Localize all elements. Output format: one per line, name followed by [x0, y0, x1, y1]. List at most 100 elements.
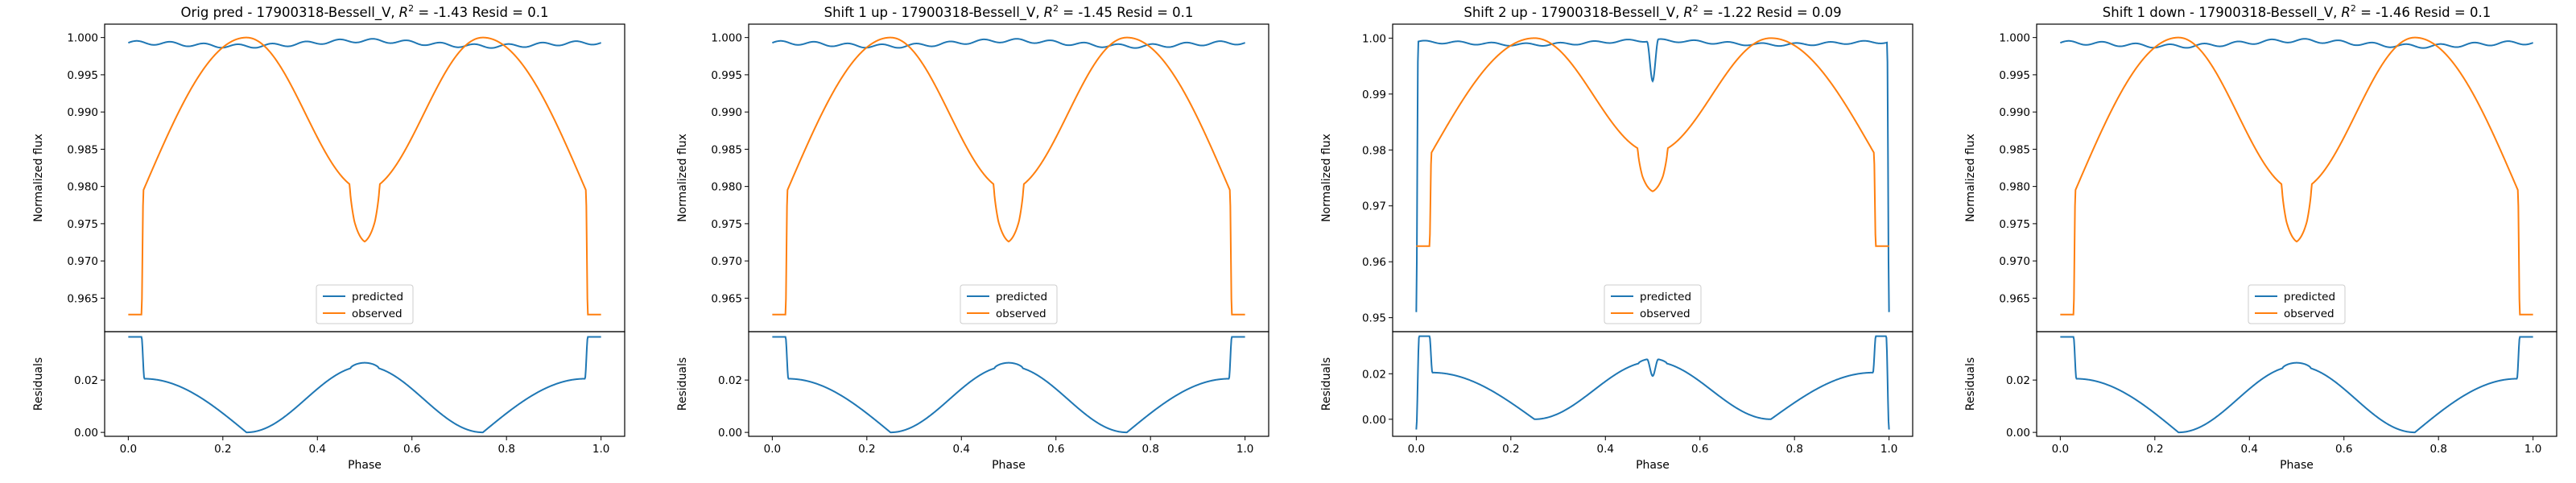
residual-y-axis-label: Residuals	[1964, 357, 1977, 411]
flux-ytick-label: 0.975	[1999, 218, 2030, 231]
flux-ytick-label: 0.995	[1999, 69, 2030, 82]
flux-ytick-label: 1.00	[1362, 32, 1386, 45]
xtick-label: 0.8	[1785, 443, 1802, 456]
residual-ytick-label: 0.02	[718, 374, 742, 387]
flux-ytick-label: 0.965	[1999, 292, 2030, 305]
observed-series-line	[1416, 37, 1889, 247]
flux-ytick-label: 0.96	[1362, 256, 1386, 269]
legend-label-predicted: predicted	[996, 291, 1047, 303]
flux-ytick-label: 0.985	[1999, 143, 2030, 156]
title-r2-label: R	[2341, 5, 2350, 20]
title-prefix: Shift 1 up - 17900318-Bessell_V,	[824, 5, 1040, 21]
xtick-label: 0.0	[764, 443, 781, 456]
title-resid: Resid = 0.1	[2410, 5, 2491, 20]
residual-ytick-label: 0.00	[2006, 427, 2030, 440]
residual-axes-frame	[1392, 331, 1913, 437]
xtick-label: 1.0	[1880, 443, 1897, 456]
flux-ytick-label: 0.97	[1362, 200, 1386, 213]
flux-ytick-label: 0.970	[67, 255, 98, 268]
xtick-label: 0.8	[1141, 443, 1158, 456]
xtick-label: 0.6	[403, 443, 420, 456]
title-r2-exponent: 2	[408, 3, 414, 14]
flux-ytick-label: 0.965	[67, 292, 98, 305]
legend: predicted observed	[960, 284, 1058, 324]
legend-label-observed: observed	[2284, 308, 2334, 320]
title-r2-label: R	[1683, 5, 1692, 20]
residual-ytick-label: 0.00	[718, 427, 742, 440]
flux-ytick-label: 0.975	[67, 218, 98, 231]
residual-y-axis-label: Residuals	[32, 357, 45, 411]
xtick-label: 0.2	[858, 443, 875, 456]
legend-label-observed: observed	[352, 308, 402, 320]
xtick-label: 0.2	[2146, 443, 2163, 456]
xtick-label: 0.4	[309, 443, 326, 456]
legend-label-observed: observed	[1640, 308, 1690, 320]
residual-ytick-label: 0.02	[1362, 368, 1386, 381]
legend-label-predicted: predicted	[352, 291, 403, 303]
title-prefix: Shift 1 down - 17900318-Bessell_V,	[2103, 5, 2338, 21]
flux-y-axis-label: Normalized flux	[676, 134, 689, 222]
x-axis-label: Phase	[2280, 459, 2314, 472]
observed-series-line	[772, 36, 1245, 316]
xtick-label: 0.2	[1502, 443, 1519, 456]
flux-ytick-label: 0.990	[67, 106, 98, 119]
title-r2-value: = -1.22	[1699, 5, 1752, 20]
x-axis-label: Phase	[348, 459, 382, 472]
residual-y-axis-label: Residuals	[676, 357, 689, 411]
x-axis-label: Phase	[1636, 459, 1670, 472]
xtick-label: 0.0	[120, 443, 137, 456]
predicted-series-line	[2060, 38, 2533, 49]
flux-ytick-label: 0.970	[711, 255, 742, 268]
legend: predicted observed	[316, 284, 414, 324]
residual-ytick-label: 0.02	[74, 374, 98, 387]
xtick-label: 0.4	[2241, 443, 2258, 456]
chart-panel-2: Shift 1 up - 17900318-Bessell_V, R2 = -1.…	[676, 3, 1269, 472]
residual-axes-frame	[104, 331, 625, 437]
flux-ytick-label: 0.980	[67, 181, 98, 194]
chart-title: Shift 1 down - 17900318-Bessell_V, R2 = -…	[2103, 3, 2491, 21]
flux-ytick-label: 0.975	[711, 218, 742, 231]
xtick-label: 0.4	[1597, 443, 1614, 456]
legend-label-predicted: predicted	[1640, 291, 1691, 303]
chart-title: Orig pred - 17900318-Bessell_V, R2 = -1.4…	[181, 3, 549, 21]
flux-ytick-label: 0.980	[1999, 181, 2030, 194]
xtick-label: 0.2	[214, 443, 231, 456]
title-resid: Resid = 0.1	[468, 5, 548, 20]
flux-ytick-label: 0.98	[1362, 144, 1386, 157]
legend-label-predicted: predicted	[2284, 291, 2335, 303]
flux-y-axis-label: Normalized flux	[1320, 134, 1333, 222]
residual-ytick-label: 0.02	[2006, 374, 2030, 387]
title-r2-value: = -1.43	[414, 5, 468, 20]
legend: predicted observed	[2248, 284, 2346, 324]
xtick-label: 0.0	[1408, 443, 1425, 456]
predicted-series-line	[1415, 38, 1890, 312]
flux-ytick-label: 0.985	[711, 143, 742, 156]
flux-ytick-label: 0.99	[1362, 89, 1386, 101]
residual-series-line	[772, 336, 1245, 434]
title-r2-value: = -1.45	[1059, 5, 1113, 20]
xtick-label: 1.0	[2524, 443, 2541, 456]
x-axis-label: Phase	[992, 459, 1026, 472]
legend-label-observed: observed	[996, 308, 1046, 320]
xtick-label: 0.6	[1047, 443, 1064, 456]
title-r2-exponent: 2	[1053, 3, 1059, 14]
flux-ytick-label: 0.965	[711, 292, 742, 305]
title-resid: Resid = 0.1	[1113, 5, 1193, 20]
residual-series-line	[1415, 335, 1890, 430]
residual-y-axis-label: Residuals	[1320, 357, 1333, 411]
title-r2-exponent: 2	[2351, 3, 2356, 14]
xtick-label: 1.0	[592, 443, 609, 456]
xtick-label: 0.0	[2052, 443, 2069, 456]
flux-ytick-label: 1.000	[1999, 32, 2030, 45]
xtick-label: 0.6	[2335, 443, 2352, 456]
residual-axes-frame	[2036, 331, 2557, 437]
predicted-series-line	[128, 38, 601, 49]
xtick-label: 0.8	[2429, 443, 2446, 456]
flux-ytick-label: 0.995	[711, 69, 742, 82]
xtick-label: 0.6	[1691, 443, 1708, 456]
predicted-series-line	[772, 38, 1245, 49]
flux-y-axis-label: Normalized flux	[1964, 134, 1977, 222]
title-prefix: Orig pred - 17900318-Bessell_V,	[181, 5, 395, 21]
flux-ytick-label: 0.980	[711, 181, 742, 194]
